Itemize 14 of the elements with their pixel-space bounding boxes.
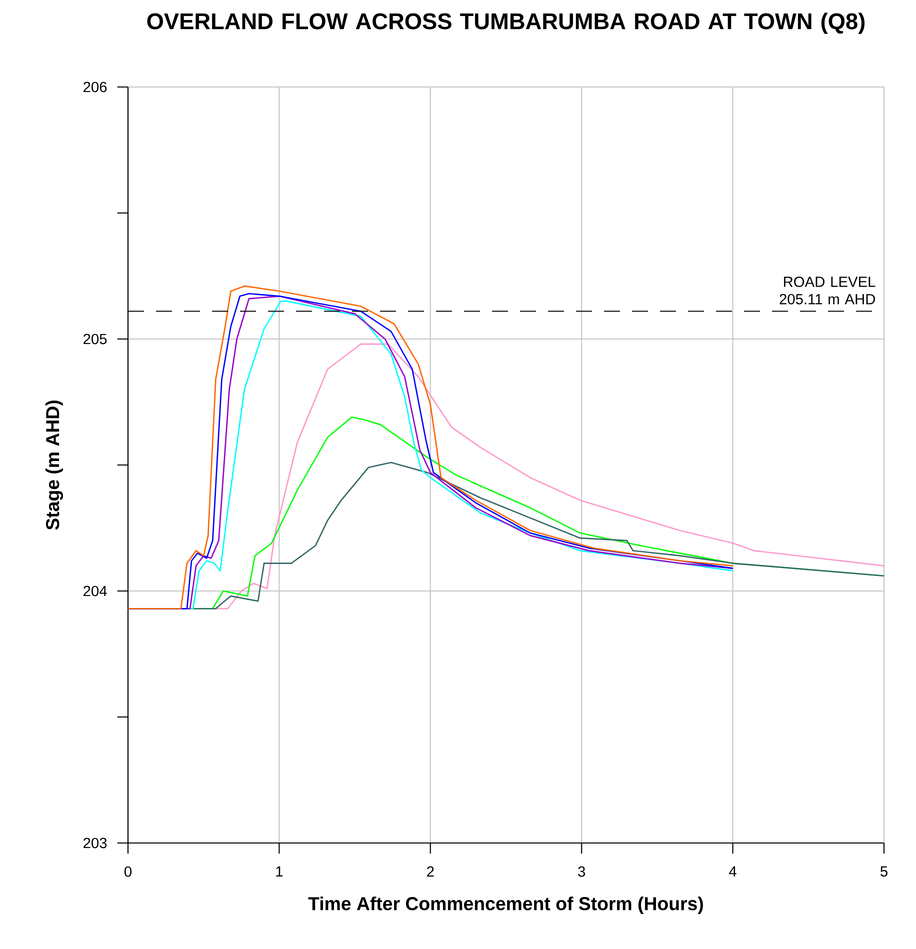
y-tick-label: 203	[84, 838, 107, 848]
y-tick-label: 204	[84, 586, 107, 596]
chart-title: OVERLAND FLOW ACROSS TUMBARUMBA ROAD AT TOWN (Q8)	[147, 12, 865, 34]
y-axis-title: Stage (m AHD)	[46, 400, 63, 530]
x-tick-label: 4	[729, 866, 736, 876]
x-tick-label: 5	[880, 866, 888, 877]
y-tick-label: 206	[84, 82, 107, 92]
y-tick-label: 205	[84, 334, 107, 344]
x-axis-title: Time After Commencement of Storm (Hours)	[308, 896, 703, 914]
x-tick-label: 0	[124, 866, 132, 877]
ref-line-label: ROAD LEVEL 205.11 m AHD	[780, 276, 876, 304]
x-tick-label: 2	[427, 866, 434, 877]
x-tick-label: 3	[578, 866, 586, 877]
x-tick-label: 1	[276, 866, 283, 876]
